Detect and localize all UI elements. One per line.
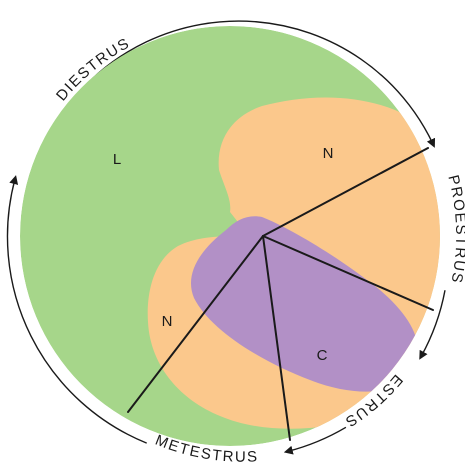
region-label-neutrophils-lower: N bbox=[162, 313, 173, 330]
region-label-neutrophils-upper: N bbox=[323, 145, 334, 162]
divider-line-proestrus-start bbox=[262, 147, 429, 237]
cycle-arc-proestrus-to-estrus bbox=[419, 290, 446, 360]
divider-line-metestrus-end bbox=[127, 235, 264, 413]
cycle-disc bbox=[20, 26, 440, 446]
divider-line-proestrus-end bbox=[262, 235, 434, 311]
cycle-arc-metestrus-to-diestrus bbox=[6, 175, 147, 444]
region-label-cornified: C bbox=[317, 347, 328, 364]
phase-dividers bbox=[127, 147, 434, 441]
cornified-region bbox=[190, 216, 419, 392]
neutrophil-region-upper bbox=[218, 97, 440, 320]
divider-line-estrus-end bbox=[262, 235, 291, 441]
region-label-lymphocytes: L bbox=[113, 151, 121, 168]
phase-label-proestrus: PROESTRUS bbox=[444, 173, 465, 285]
cycle-arc-estrus-to-metestrus bbox=[283, 426, 347, 455]
